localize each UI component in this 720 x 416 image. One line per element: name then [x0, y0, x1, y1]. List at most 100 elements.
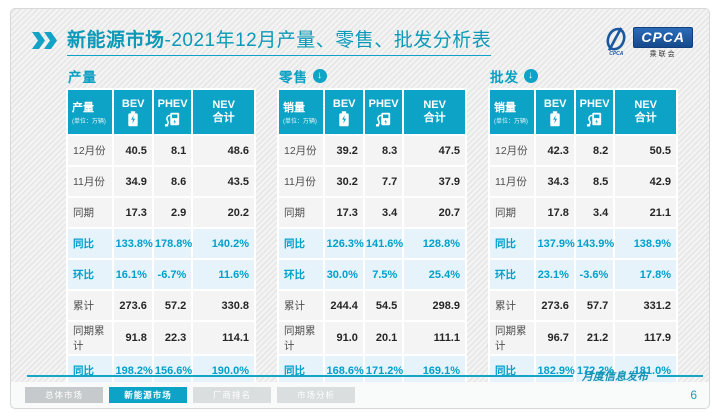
- battery-icon: [550, 110, 560, 126]
- phev-label: PHEV: [157, 97, 188, 110]
- row-label: 11月份: [68, 167, 113, 196]
- bev-header-cell: BEV: [114, 90, 152, 134]
- row-label: 环比: [279, 260, 324, 289]
- cell-phev: 2.9: [153, 198, 192, 227]
- cell-phev: 54.5: [364, 291, 403, 320]
- phev-label: PHEV: [368, 97, 399, 110]
- table-row-yoy: 同比 126.3% 141.6% 128.8%: [279, 229, 465, 258]
- table-row-yoy: 同比 137.9% 143.9% 138.9%: [490, 229, 676, 258]
- cell-phev: 143.9%: [575, 229, 614, 258]
- cell-nev: 17.8%: [615, 260, 676, 289]
- down-arrow-icon: ↓: [313, 69, 327, 83]
- charger-icon: [376, 112, 391, 126]
- row-label: 同比: [68, 229, 113, 258]
- metric-header-cell: 销量 (单位：万辆): [279, 90, 324, 134]
- row-label: 累计: [490, 291, 535, 320]
- table-row: 同期累计 91.8 22.3 114.1: [68, 322, 254, 354]
- row-label: 12月份: [279, 136, 324, 165]
- cell-nev: 111.1: [404, 322, 465, 354]
- cell-phev: 172.2%: [575, 356, 614, 385]
- cell-bev: 23.1%: [536, 260, 574, 289]
- cell-nev: 128.8%: [404, 229, 465, 258]
- metric-name: 销量: [283, 102, 305, 114]
- tab-market-analysis[interactable]: 市场分析: [277, 387, 355, 403]
- metric-unit: (单位：万辆): [283, 118, 317, 125]
- phev-label: PHEV: [579, 97, 610, 110]
- footer-tabs: 总体市场 新能源市场 厂商排名 市场分析: [25, 387, 355, 403]
- cpca-subtext: 乘联会: [649, 51, 677, 58]
- cell-phev: 178.8%: [153, 229, 192, 258]
- row-label: 同期累计: [490, 322, 535, 354]
- table-row-mom: 环比 30.0% 7.5% 25.4%: [279, 260, 465, 289]
- row-label: 环比: [490, 260, 535, 289]
- row-label: 同期累计: [68, 322, 113, 354]
- cell-nev: 50.5: [615, 136, 676, 165]
- table-row: 11月份 30.2 7.7 37.9: [279, 167, 465, 196]
- cell-phev: 8.2: [575, 136, 614, 165]
- row-label: 同期: [68, 198, 113, 227]
- cell-bev: 30.2: [325, 167, 363, 196]
- cell-nev: 331.2: [615, 291, 676, 320]
- double-chevron-right-icon: [31, 31, 58, 49]
- cell-nev: 114.1: [193, 322, 254, 354]
- cell-phev: 8.3: [364, 136, 403, 165]
- production-table-block: 产量 产量 (单位：万辆) BEV PHEV: [66, 67, 256, 387]
- cell-bev: 168.6%: [325, 356, 364, 385]
- tab-manufacturer-ranking[interactable]: 厂商排名: [193, 387, 271, 403]
- page-number: 6: [690, 388, 697, 402]
- cell-nev: 140.2%: [193, 229, 254, 258]
- nev-label-line2: 合计: [212, 112, 235, 124]
- cell-bev: 40.5: [114, 136, 152, 165]
- row-label: 同期累计: [279, 322, 324, 354]
- wholesale-section-title: 批发 ↓: [490, 67, 678, 85]
- footer-rule-end: [657, 375, 703, 377]
- production-table: 产量 (单位：万辆) BEV PHEV NEV 合计: [66, 88, 256, 387]
- cell-nev: 117.9: [615, 322, 676, 354]
- cell-bev: 30.0%: [325, 260, 363, 289]
- row-label: 11月份: [279, 167, 324, 196]
- row-label: 同比: [68, 356, 113, 385]
- phev-header-cell: PHEV: [364, 90, 403, 134]
- row-label: 同比: [490, 356, 535, 385]
- cell-bev: 91.8: [114, 322, 152, 354]
- charger-icon: [165, 112, 180, 126]
- cell-bev: 17.3: [325, 198, 363, 227]
- row-label: 环比: [68, 260, 113, 289]
- table-row: 累计 273.6 57.7 331.2: [490, 291, 676, 320]
- cell-nev: 11.6%: [193, 260, 254, 289]
- row-label: 同期: [279, 198, 324, 227]
- row-label: 12月份: [68, 136, 113, 165]
- nev-label-line2: 合计: [423, 112, 446, 124]
- metric-unit: (单位：万辆): [72, 118, 106, 125]
- retail-table-block: 零售 ↓ 销量 (单位：万辆) BEV PHEV: [277, 67, 467, 387]
- section-label: 零售: [279, 70, 308, 85]
- row-label: 累计: [279, 291, 324, 320]
- tab-overall-market[interactable]: 总体市场: [25, 387, 103, 403]
- tab-nev-market[interactable]: 新能源市场: [109, 387, 187, 403]
- cell-nev: 21.1: [615, 198, 676, 227]
- nev-header-cell: NEV 合计: [404, 90, 465, 134]
- retail-section-title: 零售 ↓: [279, 67, 467, 85]
- bev-label: BEV: [121, 97, 145, 110]
- table-row: 12月份 39.2 8.3 47.5: [279, 136, 465, 165]
- wholesale-table: 销量 (单位：万辆) BEV PHEV NEV 合计: [488, 88, 678, 387]
- nev-header-cell: NEV 合计: [615, 90, 676, 134]
- cell-phev: 8.1: [153, 136, 192, 165]
- row-label: 同比: [279, 356, 324, 385]
- cell-nev: 43.5: [193, 167, 254, 196]
- metric-unit: (单位：万辆): [494, 118, 528, 125]
- cpca-wordmark: CPCA 乘联会: [633, 27, 693, 59]
- row-label: 同比: [279, 229, 324, 258]
- page-title: 新能源市场-2021年12月产量、零售、批发分析表: [67, 25, 492, 56]
- table-row: 同期 17.8 3.4 21.1: [490, 198, 676, 227]
- cell-phev: 7.7: [364, 167, 403, 196]
- cell-bev: 137.9%: [536, 229, 575, 258]
- table-row-yoy-cum: 同比 168.6% 171.2% 169.1%: [279, 356, 465, 385]
- table-row: 12月份 40.5 8.1 48.6: [68, 136, 254, 165]
- slide: CPCA CPCA CPCA CPCA 新能源市场-2021年12月产量、零售、…: [10, 8, 710, 409]
- cell-nev: 298.9: [404, 291, 465, 320]
- retail-table: 销量 (单位：万辆) BEV PHEV NEV 合计: [277, 88, 467, 387]
- nev-label-line2: 合计: [634, 112, 657, 124]
- cell-nev: 330.8: [193, 291, 254, 320]
- cell-bev: 273.6: [536, 291, 574, 320]
